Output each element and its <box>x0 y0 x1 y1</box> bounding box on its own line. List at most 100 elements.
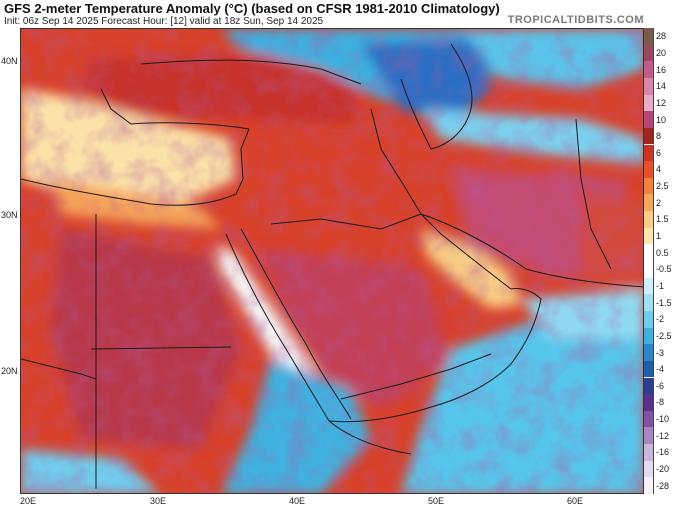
lon-label-30e: 30E <box>149 496 167 506</box>
map-title: GFS 2-meter Temperature Anomaly (°C) (ba… <box>4 1 500 16</box>
colorbar-level: 20 <box>644 44 680 62</box>
colorbar-level: 4 <box>644 161 680 178</box>
colorbar-label: 8 <box>656 131 662 142</box>
colorbar-level: -1 <box>644 277 680 295</box>
colorbar-label: 2.5 <box>656 181 669 192</box>
colorbar-level: -3 <box>644 344 680 361</box>
lon-label-60e: 60E <box>566 496 584 506</box>
colorbar-level: -10 <box>644 410 680 428</box>
colorbar-level: 0.5 <box>644 244 680 261</box>
colorbar-swatch <box>644 294 654 311</box>
colorbar-swatch <box>644 161 654 178</box>
brand-watermark: TROPICALTIDBITS.COM <box>507 14 644 26</box>
colorbar-level: -16 <box>644 444 680 461</box>
colorbar-label: 1 <box>656 231 662 242</box>
colorbar-swatch <box>644 211 654 228</box>
colorbar-label: -1.5 <box>656 297 672 308</box>
colorbar-swatch <box>644 127 654 145</box>
colorbar-swatch <box>644 111 654 128</box>
lon-label-50e: 50E <box>427 496 445 506</box>
north-africa-coastline <box>21 178 244 206</box>
colorbar-swatch <box>644 61 654 78</box>
colorbar-label: -16 <box>656 447 670 458</box>
colorbar-level: -0.5 <box>644 261 680 278</box>
colorbar-label: 10 <box>656 114 667 125</box>
colorbar-label: -8 <box>656 397 665 408</box>
colorbar-level: -2.5 <box>644 327 680 345</box>
horn-of-africa-coast <box>328 420 412 455</box>
colorbar-swatch <box>644 177 654 195</box>
colorbar-label: -4 <box>656 364 665 375</box>
iraq-iran-border <box>370 108 422 215</box>
saudi-yemen-border <box>340 353 492 400</box>
longitude-axis: 20E 30E 40E 50E 60E <box>20 494 644 509</box>
colorbar-swatch <box>644 377 654 395</box>
colorbar-label: -2 <box>656 314 665 325</box>
colorbar-legend: 28 20 16 14 12 10 8 6 4 2.5 2 1.5 1 0.5 -0.5 -1 -1.5 -2 -2… <box>644 28 680 494</box>
colorbar-swatch <box>644 310 654 328</box>
anomaly-texture <box>21 29 643 493</box>
colorbar-label: -12 <box>656 430 670 441</box>
colorbar-label: 20 <box>656 47 667 58</box>
lat-label-20n: 20N <box>1 366 18 376</box>
colorbar-level: -12 <box>644 427 680 445</box>
colorbar-swatch <box>644 144 654 162</box>
colorbar-level: 28 <box>644 28 680 45</box>
colorbar-level: -2 <box>644 310 680 328</box>
sudan-chad-border <box>21 358 97 380</box>
colorbar-swatch <box>644 261 654 278</box>
colorbar-swatch <box>644 244 654 261</box>
colorbar-swatch <box>644 94 654 112</box>
colorbar-swatch <box>644 344 654 361</box>
colorbar-label: -0.5 <box>656 264 672 275</box>
colorbar-level: 12 <box>644 94 680 112</box>
colorbar-label: 16 <box>656 64 667 75</box>
latitude-axis: 40N 30N 20N <box>0 28 20 494</box>
colorbar-swatch <box>644 227 654 245</box>
colorbar-level: 1.5 <box>644 211 680 228</box>
colorbar-level: 6 <box>644 144 680 162</box>
colorbar-label: 1.5 <box>656 214 669 225</box>
colorbar-label: -2.5 <box>656 330 672 341</box>
colorbar-label: 12 <box>656 97 667 108</box>
colorbar-label: 28 <box>656 31 667 42</box>
colorbar-label: -6 <box>656 380 665 391</box>
black-sea-coastline <box>140 59 362 85</box>
iran-south-coast <box>420 213 643 288</box>
lon-label-40e: 40E <box>288 496 306 506</box>
colorbar-level: 16 <box>644 61 680 78</box>
colorbar-swatch <box>644 28 654 45</box>
colorbar-swatch <box>644 194 654 212</box>
anatolia-coastline <box>100 88 250 130</box>
colorbar-swatch <box>644 410 654 428</box>
colorbar-label: -28 <box>656 480 670 491</box>
colorbar-label: 6 <box>656 147 662 158</box>
colorbar-level: -8 <box>644 394 680 411</box>
temperature-anomaly-map <box>20 28 644 494</box>
gulf-of-aden-coast <box>328 363 512 423</box>
colorbar-level: 10 <box>644 111 680 128</box>
colorbar-label: -10 <box>656 414 670 425</box>
colorbar-level: -4 <box>644 360 680 378</box>
colorbar-level: 14 <box>644 77 680 95</box>
colorbar-level: 2.5 <box>644 177 680 195</box>
iran-afghanistan-border <box>575 118 612 270</box>
chart-header: GFS 2-meter Temperature Anomaly (°C) (ba… <box>0 0 680 28</box>
colorbar-label: -3 <box>656 347 665 358</box>
colorbar-level: 8 <box>644 127 680 145</box>
saudi-iraq-border <box>270 213 422 230</box>
colorbar-level: -1.5 <box>644 294 680 311</box>
colorbar-swatch <box>644 477 654 494</box>
colorbar-label: -20 <box>656 464 670 475</box>
colorbar-level: -20 <box>644 460 680 478</box>
colorbar-swatch <box>644 360 654 378</box>
colorbar-swatch <box>644 394 654 411</box>
persian-gulf-coast <box>420 213 512 290</box>
colorbar-label: 4 <box>656 164 662 175</box>
colorbar-swatch <box>644 77 654 95</box>
red-sea-east-coast <box>240 228 352 420</box>
oman-coast <box>510 288 542 365</box>
caspian-coastline <box>400 43 473 150</box>
colorbar-level: -6 <box>644 377 680 395</box>
colorbar-level: 2 <box>644 194 680 212</box>
